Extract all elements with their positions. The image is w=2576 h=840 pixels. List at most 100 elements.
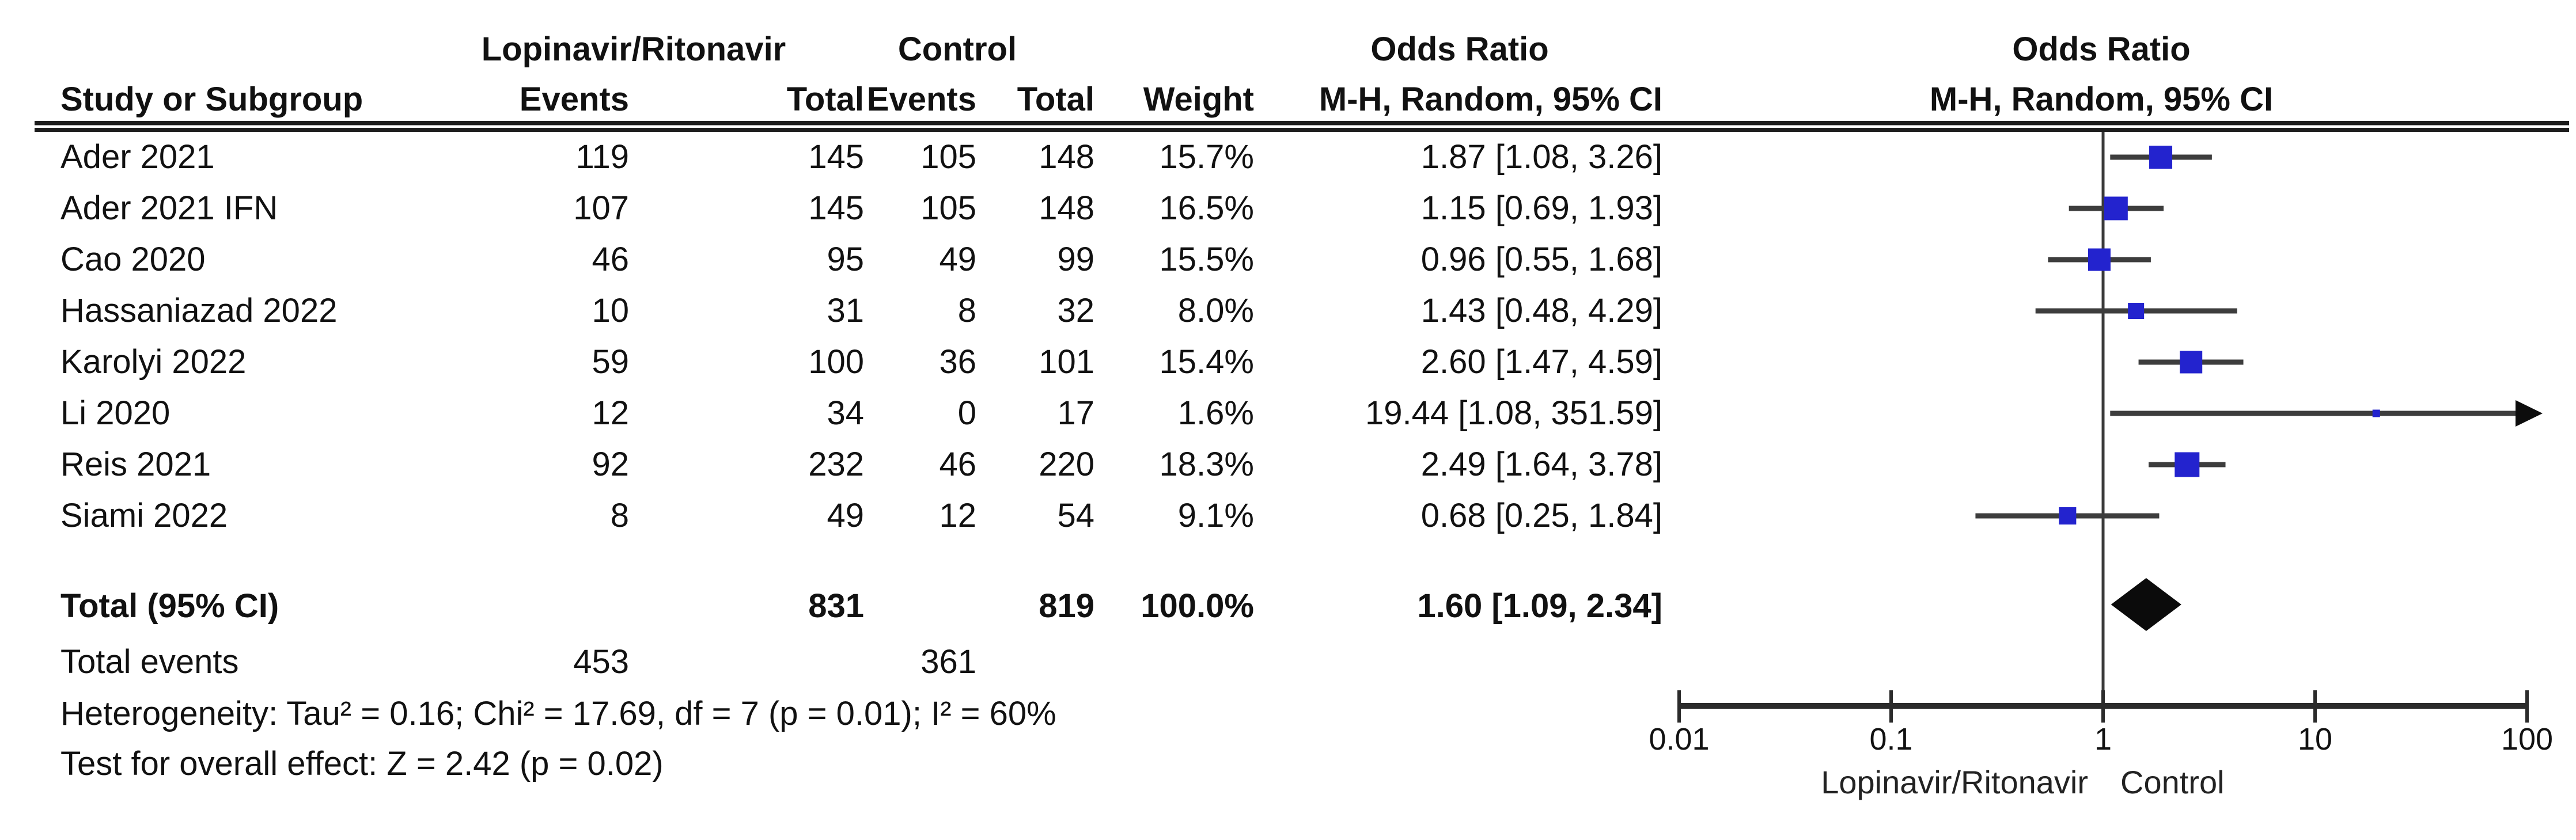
or-column-header-line2: M-H, Random, 95% CI bbox=[1319, 81, 1662, 118]
weight-value: 15.5% bbox=[1159, 241, 1254, 278]
total-treat: 145 bbox=[808, 138, 864, 176]
or-ci-text: 1.43 [0.48, 4.29] bbox=[1420, 292, 1662, 329]
group-header-control: Control bbox=[897, 31, 1017, 68]
events-treat: 12 bbox=[592, 394, 629, 432]
total-treat: 100 bbox=[808, 343, 864, 381]
x-axis-tick-label: 10 bbox=[2298, 722, 2332, 757]
weight-value: 16.5% bbox=[1159, 189, 1254, 227]
ci-line bbox=[2110, 411, 2517, 416]
events-ctrl: 49 bbox=[939, 241, 976, 278]
total-treat: 232 bbox=[808, 446, 864, 483]
axis-label-control: Control bbox=[2120, 764, 2225, 800]
total-events-ctrl: 361 bbox=[920, 643, 976, 681]
total-ctrl: 148 bbox=[1039, 138, 1094, 176]
events-ctrl: 36 bbox=[939, 343, 976, 381]
total-ctrl: 32 bbox=[1057, 292, 1094, 329]
overall-effect-test: Test for overall effect: Z = 2.42 (p = 0… bbox=[60, 745, 664, 782]
total-ctrl: 101 bbox=[1039, 343, 1094, 381]
x-axis-tick-label: 1 bbox=[2094, 722, 2112, 757]
column-header-events-treat: Events bbox=[519, 81, 629, 118]
total-treat: 31 bbox=[827, 292, 864, 329]
total-ctrl: 220 bbox=[1039, 446, 1094, 483]
column-header-weight: Weight bbox=[1143, 81, 1254, 118]
effect-marker bbox=[2128, 303, 2145, 319]
weight-value: 8.0% bbox=[1177, 292, 1254, 329]
weight-value: 18.3% bbox=[1159, 446, 1254, 483]
column-header-total-treat: Total bbox=[786, 81, 864, 118]
total-ctrl: 17 bbox=[1057, 394, 1094, 432]
axis-label-treatment: Lopinavir/Ritonavir bbox=[1821, 764, 2088, 800]
events-treat: 107 bbox=[573, 189, 629, 227]
events-ctrl: 46 bbox=[939, 446, 976, 483]
x-axis-tick bbox=[2525, 690, 2529, 723]
weight-value: 9.1% bbox=[1177, 497, 1254, 534]
plot-header-line1: Odds Ratio bbox=[2012, 31, 2191, 68]
events-treat: 8 bbox=[610, 497, 629, 534]
x-axis-tick-label: 100 bbox=[2501, 722, 2553, 757]
effect-marker bbox=[2175, 452, 2200, 477]
study-name: Cao 2020 bbox=[60, 241, 206, 278]
study-name: Ader 2021 bbox=[60, 138, 215, 176]
effect-marker bbox=[2372, 409, 2380, 417]
ci-arrow-right bbox=[2516, 400, 2543, 427]
total-ctrl: 54 bbox=[1057, 497, 1094, 534]
effect-marker bbox=[2059, 507, 2077, 524]
or-ci-text: 19.44 [1.08, 351.59] bbox=[1365, 394, 1662, 432]
study-name: Hassaniazad 2022 bbox=[60, 292, 338, 329]
total-ctrl: 99 bbox=[1057, 241, 1094, 278]
group-header-treatment: Lopinavir/Ritonavir bbox=[481, 31, 786, 68]
events-treat: 92 bbox=[592, 446, 629, 483]
or-ci-text: 0.68 [0.25, 1.84] bbox=[1420, 497, 1662, 534]
effect-marker bbox=[2149, 146, 2173, 169]
weight-value: 15.4% bbox=[1159, 343, 1254, 381]
weight-value: 15.7% bbox=[1159, 138, 1254, 176]
effect-marker bbox=[2088, 248, 2111, 271]
column-header-events-ctrl: Events bbox=[866, 81, 976, 118]
study-name: Ader 2021 IFN bbox=[60, 189, 278, 227]
x-axis-tick bbox=[2101, 690, 2105, 723]
effect-marker bbox=[2104, 196, 2128, 221]
study-name: Siami 2022 bbox=[60, 497, 228, 534]
heterogeneity-stats: Heterogeneity: Tau² = 0.16; Chi² = 17.69… bbox=[60, 695, 1056, 732]
x-axis-tick bbox=[1889, 690, 1893, 723]
events-ctrl: 105 bbox=[920, 138, 976, 176]
events-ctrl: 8 bbox=[957, 292, 976, 329]
or-ci-text: 1.15 [0.69, 1.93] bbox=[1420, 189, 1662, 227]
total-ctrl: 148 bbox=[1039, 189, 1094, 227]
total-treat: 145 bbox=[808, 189, 864, 227]
total-weight: 100.0% bbox=[1141, 587, 1254, 625]
study-name: Karolyi 2022 bbox=[60, 343, 247, 381]
events-treat: 59 bbox=[592, 343, 629, 381]
total-treat-n: 831 bbox=[808, 587, 864, 625]
total-events-treat: 453 bbox=[573, 643, 629, 681]
or-ci-text: 1.87 [1.08, 3.26] bbox=[1420, 138, 1662, 176]
events-treat: 10 bbox=[592, 292, 629, 329]
total-treat: 49 bbox=[827, 497, 864, 534]
total-or-ci-text: 1.60 [1.09, 2.34] bbox=[1417, 587, 1662, 625]
or-ci-text: 2.60 [1.47, 4.59] bbox=[1420, 343, 1662, 381]
total-treat: 95 bbox=[827, 241, 864, 278]
study-name: Li 2020 bbox=[60, 394, 171, 432]
total-ctrl-n: 819 bbox=[1039, 587, 1094, 625]
total-treat: 34 bbox=[827, 394, 864, 432]
plot-header-line2: M-H, Random, 95% CI bbox=[1929, 81, 2274, 118]
column-header-total-ctrl: Total bbox=[1017, 81, 1094, 118]
events-ctrl: 12 bbox=[939, 497, 976, 534]
study-name: Reis 2021 bbox=[60, 446, 211, 483]
pooled-diamond bbox=[2111, 578, 2181, 631]
x-axis-tick-label: 0.01 bbox=[1649, 722, 1709, 757]
effect-marker bbox=[2180, 351, 2203, 374]
column-header-study: Study or Subgroup bbox=[60, 81, 363, 118]
events-ctrl: 105 bbox=[920, 189, 976, 227]
events-treat: 46 bbox=[592, 241, 629, 278]
events-treat: 119 bbox=[575, 138, 629, 176]
or-ci-text: 0.96 [0.55, 1.68] bbox=[1420, 241, 1662, 278]
header-divider bbox=[35, 121, 2569, 132]
x-axis-tick bbox=[1677, 690, 1681, 723]
or-ci-text: 2.49 [1.64, 3.78] bbox=[1420, 446, 1662, 483]
events-ctrl: 0 bbox=[957, 394, 976, 432]
x-axis-tick bbox=[2313, 690, 2317, 723]
total-events-label: Total events bbox=[60, 643, 239, 681]
